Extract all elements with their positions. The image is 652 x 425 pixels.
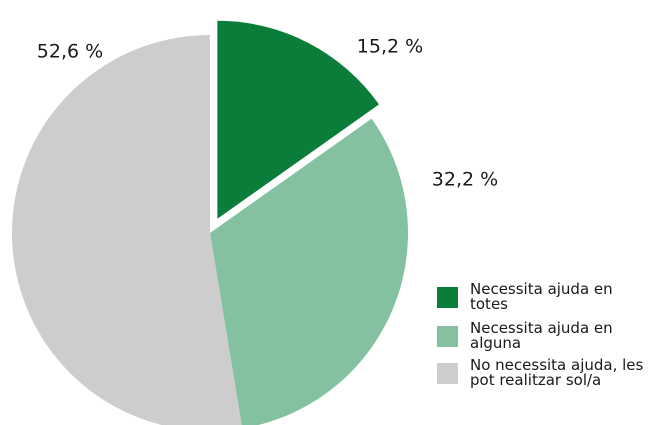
legend-label-no-ajuda: No necessita ajuda, les pot realitzar so… [470, 356, 644, 389]
legend-item-alguna: Necessita ajuda en alguna [437, 321, 650, 351]
legend-label-totes: Necessita ajuda en totes [470, 280, 613, 313]
legend-swatch-no-ajuda [437, 363, 458, 384]
pie-slice-alguna [210, 118, 408, 425]
value-label-totes: 15,2 % [357, 36, 423, 58]
legend-item-no-ajuda: No necessita ajuda, les pot realitzar so… [437, 358, 650, 388]
legend-swatch-totes [437, 287, 458, 308]
legend-label-alguna: Necessita ajuda en alguna [470, 319, 613, 352]
legend: Necessita ajuda en totes Necessita ajuda… [437, 282, 650, 397]
legend-swatch-alguna [437, 326, 458, 347]
value-label-no-ajuda: 52,6 % [37, 41, 103, 63]
pie-slice-no-ajuda [12, 35, 242, 425]
value-label-alguna: 32,2 % [432, 169, 498, 191]
legend-item-totes: Necessita ajuda en totes [437, 282, 650, 312]
pie-slice-totes [217, 20, 379, 219]
